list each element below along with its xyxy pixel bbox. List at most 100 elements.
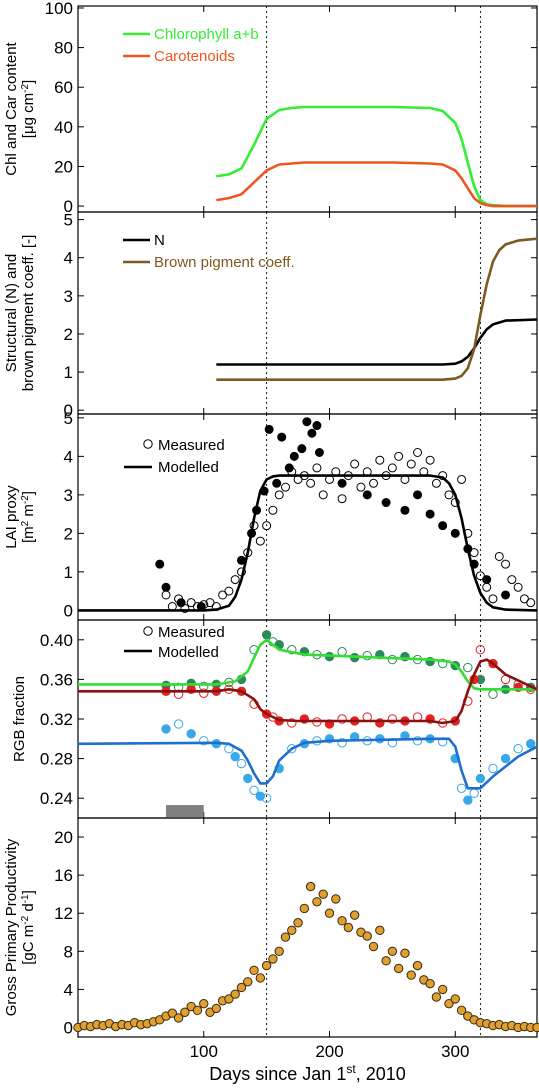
panel-2: 0 1 2 3 4 5 N Brown pigment coeff. [64,211,538,420]
lai-open-point [280,482,290,492]
data-point-measured-blue [412,736,423,746]
lai-open-point [350,459,360,469]
x-tick-label: 100 [190,1042,218,1061]
lai-filled-point [450,528,460,538]
y-tick-label: 12 [54,904,73,923]
y-axis-label: [μg cm-2] [20,80,38,138]
legend-label: Measured [158,437,225,454]
data-point-measured-green [362,650,372,661]
y-tick-label: 1 [64,363,73,382]
gpp-point [393,963,404,974]
lai-open-point [507,575,517,585]
legend-label: Brown pigment coeff. [154,254,295,271]
lai-filled-point [297,444,307,454]
lai-filled-point [314,448,324,458]
lai-filled-point [337,478,347,488]
lai-open-point [306,478,316,488]
y-tick-label: 40 [54,118,73,137]
y-axis-label: RGB fraction [11,676,28,762]
y-axis-label: Chl and Car content [3,41,20,175]
lai-filled-point [284,463,294,473]
lai-open-point [406,459,416,469]
gpp-point [299,903,310,914]
gpp-point [400,948,410,958]
legend-open-circle-icon [143,626,153,636]
lai-filled-point [312,421,322,431]
series-line-brown-pigment-coeff [216,237,538,381]
data-point-measured-blue [173,719,184,729]
grey-bar [166,805,204,818]
gpp-point [180,1007,190,1017]
gpp-point [337,916,347,926]
gpp-point [444,998,454,1009]
panel-3: 0 1 2 3 4 5 Measured Modelled [64,409,538,621]
data-point-measured-blue [261,793,272,803]
series-line-modelled-green [78,638,537,691]
legend-label: Measured [158,624,225,641]
y-tick-label: 0.28 [40,750,73,769]
lai-open-point [425,455,435,465]
y-tick-label: 0 [64,601,73,620]
panel-frame [77,413,538,621]
y-tick-label: 80 [54,39,73,58]
data-point-measured-green [337,646,347,657]
gpp-point [368,941,379,952]
y-tick-label: 2 [64,325,73,344]
data-point-measured-green [261,630,272,640]
series-line-n [216,318,538,366]
data-point-measured-green [387,654,398,665]
lai-open-point [431,478,441,488]
gpp-point [362,931,372,941]
lai-filled-point [425,509,435,519]
data-point-measured-blue [199,736,209,746]
lai-filled-point [438,521,448,531]
gpp-point [437,984,448,995]
gpp-point [381,956,391,966]
y-tick-label: 60 [54,78,73,97]
y-tick-label: 4 [64,980,73,999]
y-tick-label: 4 [64,249,73,268]
y-tick-label: 5 [64,409,73,428]
gpp-point [456,1005,467,1016]
gpp-point [324,908,335,918]
series-line-modelled [78,474,538,612]
legend-label: Modelled [158,459,219,476]
data-point-measured-blue [513,744,523,754]
data-point-measured-blue [161,724,171,734]
panel-frame [77,211,538,415]
lai-filled-point [161,582,171,592]
y-tick-label: 0.32 [40,710,73,729]
gpp-point [236,982,247,993]
x-tick-label: 300 [441,1042,469,1061]
y-tick-label: 8 [64,942,73,961]
lai-open-point [274,490,284,500]
lai-open-point [494,551,504,561]
panel-frame [77,5,538,213]
lai-filled-point [302,417,312,427]
y-axis-label: [gC m-2 d-1] [20,890,38,965]
legend-label: Carotenoids [154,48,235,65]
gpp-point [387,946,398,957]
lai-open-point [318,490,328,500]
lai-filled-point [264,424,274,434]
y-tick-label: 5 [64,211,73,230]
y-tick-label: 0.40 [40,631,73,650]
y-tick-label: 1 [64,563,73,582]
lai-filled-point [277,432,287,442]
gpp-point [230,989,240,999]
gpp-point [255,973,266,983]
y-axis-label: [m2 m-2] [20,491,38,543]
panel-4: 0.24 0.28 0.32 0.36 0.40 Measured Modelled [40,619,538,819]
data-point-measured-blue [186,729,196,739]
gpp-point [249,965,259,976]
data-point-measured-blue [488,763,498,774]
gpp-point [293,918,303,928]
gpp-point [331,894,341,904]
lai-filled-point [289,451,299,461]
data-point-measured-blue [230,751,240,762]
series-line-carotenoids [216,161,537,208]
lai-open-point [262,521,272,531]
lai-filled-point [482,575,492,585]
gpp-point [167,1008,178,1018]
data-point-measured-blue [249,785,259,795]
